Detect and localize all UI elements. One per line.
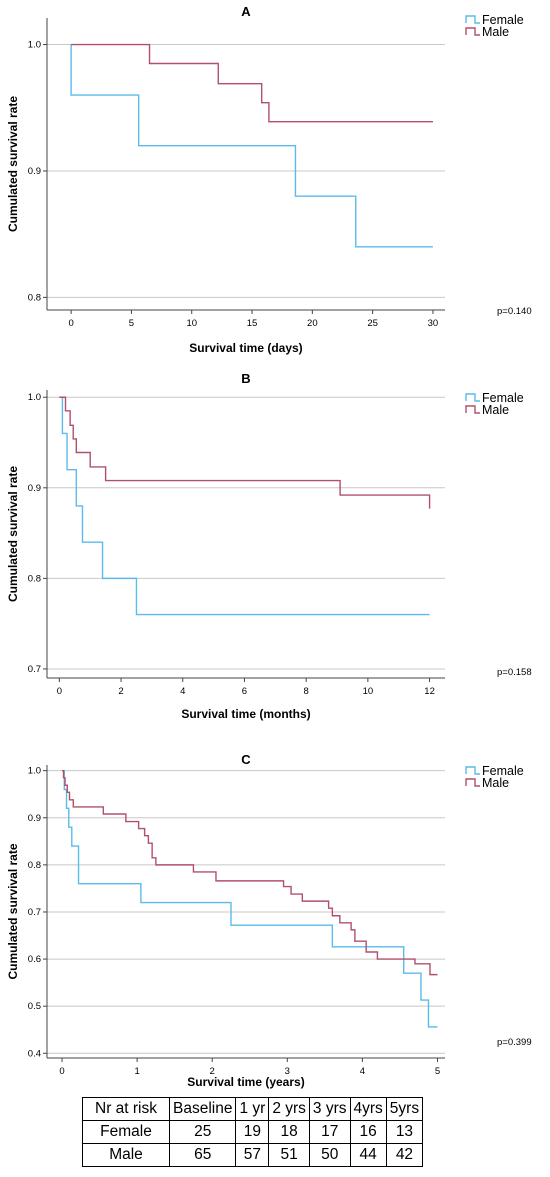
risk-table-header-cell: Nr at risk (82, 1097, 170, 1121)
series-line-female (62, 769, 438, 1028)
risk-table-header-cell: Baseline (168, 1097, 237, 1121)
y-tick-label: 0.9 (28, 483, 41, 494)
p-value: p=0.399 (497, 1037, 532, 1048)
legend-label: Male (482, 403, 509, 417)
y-tick-label: 0.5 (28, 1001, 41, 1012)
risk-table-row-female: Female 25 19 18 17 16 13 (82, 1120, 424, 1144)
risk-table-cell: 25 (168, 1120, 237, 1144)
risk-table-cell: 13 (385, 1120, 424, 1144)
series-line-female (70, 44, 433, 248)
risk-table-cell: 44 (349, 1143, 387, 1167)
risk-table-cell: 51 (268, 1143, 310, 1167)
x-tick-label: 0 (57, 686, 62, 697)
legend-label: Male (482, 776, 509, 790)
x-tick-label: 1 (134, 1066, 139, 1077)
legend-swatch (465, 766, 480, 775)
panel-title: B (241, 371, 250, 386)
x-tick-label: 8 (304, 686, 309, 697)
risk-table-header-cell: 4yrs (349, 1097, 387, 1121)
y-tick-label: 1.0 (28, 392, 41, 403)
y-axis-label: Cumulated survival rate (6, 466, 20, 602)
y-tick-label: 0.7 (28, 907, 41, 918)
risk-table-cell: 16 (349, 1120, 387, 1144)
x-tick-label: 0 (68, 318, 73, 329)
y-axis-label: Cumulated survival rate (6, 843, 20, 979)
legend-swatch (465, 405, 480, 414)
y-tick-label: 0.6 (28, 954, 41, 965)
legend-swatch (465, 15, 480, 24)
risk-table-cell: 17 (308, 1120, 351, 1144)
risk-table-header-row: Nr at risk Baseline 1 yr 2 yrs 3 yrs 4yr… (82, 1097, 424, 1121)
x-axis-label: Survival time (years) (187, 1075, 304, 1089)
risk-table-cell: 42 (385, 1143, 424, 1167)
x-tick-label: 15 (247, 318, 258, 329)
p-value: p=0.140 (497, 306, 532, 317)
legend-swatch (465, 778, 480, 787)
x-tick-label: 30 (428, 318, 439, 329)
series-line-female (59, 396, 430, 616)
x-tick-label: 3 (285, 1066, 290, 1077)
legend-label: Female (482, 764, 524, 778)
y-tick-label: 0.8 (28, 573, 41, 584)
x-tick-label: 4 (360, 1066, 365, 1077)
legend-swatch (465, 27, 480, 36)
x-tick-label: 0 (59, 1066, 64, 1077)
y-axis-label: Cumulated survival rate (6, 96, 20, 232)
x-tick-label: 10 (363, 686, 374, 697)
series-line-male (59, 396, 431, 509)
risk-table-cell: Female (82, 1120, 170, 1144)
y-tick-label: 0.9 (28, 813, 41, 824)
x-tick-label: 5 (435, 1066, 440, 1077)
risk-table-cell: 65 (168, 1143, 237, 1167)
risk-table-row-male: Male 65 57 51 50 44 42 (82, 1143, 424, 1167)
risk-table-cell: 57 (235, 1143, 270, 1167)
series-line-male (71, 43, 433, 123)
legend-label: Male (482, 25, 509, 39)
x-tick-label: 4 (180, 686, 185, 697)
risk-table-header-cell: 2 yrs (268, 1097, 310, 1121)
legend-swatch (465, 393, 480, 402)
p-value: p=0.158 (497, 667, 532, 678)
x-tick-label: 6 (242, 686, 247, 697)
x-tick-label: 10 (186, 318, 197, 329)
x-tick-label: 2 (210, 1066, 215, 1077)
y-tick-label: 0.9 (28, 166, 41, 177)
legend-label: Female (482, 13, 524, 27)
risk-table: Nr at risk Baseline 1 yr 2 yrs 3 yrs 4yr… (82, 1097, 424, 1167)
y-tick-label: 0.8 (28, 292, 41, 303)
risk-table-header-cell: 5yrs (385, 1097, 424, 1121)
risk-table-cell: 50 (308, 1143, 351, 1167)
risk-table-header-cell: 3 yrs (308, 1097, 351, 1121)
x-tick-label: 20 (307, 318, 318, 329)
y-tick-label: 1.0 (28, 40, 41, 51)
risk-table-header-cell: 1 yr (235, 1097, 270, 1121)
x-tick-label: 25 (367, 318, 378, 329)
risk-table-cell: 18 (268, 1120, 310, 1144)
y-tick-label: 0.8 (28, 860, 41, 871)
x-tick-label: 2 (118, 686, 123, 697)
risk-table-cell: 19 (235, 1120, 270, 1144)
series-line-male (62, 769, 438, 976)
y-tick-label: 1.0 (28, 766, 41, 777)
y-tick-label: 0.7 (28, 664, 41, 675)
x-axis-label: Survival time (months) (181, 707, 310, 721)
x-tick-label: 5 (129, 318, 134, 329)
y-tick-label: 0.4 (28, 1048, 41, 1059)
x-tick-label: 12 (424, 686, 435, 697)
panel-title: C (241, 752, 251, 767)
legend-label: Female (482, 391, 524, 405)
x-axis-label: Survival time (days) (189, 341, 302, 355)
panel-title: A (241, 4, 251, 19)
risk-table-cell: Male (82, 1143, 170, 1167)
